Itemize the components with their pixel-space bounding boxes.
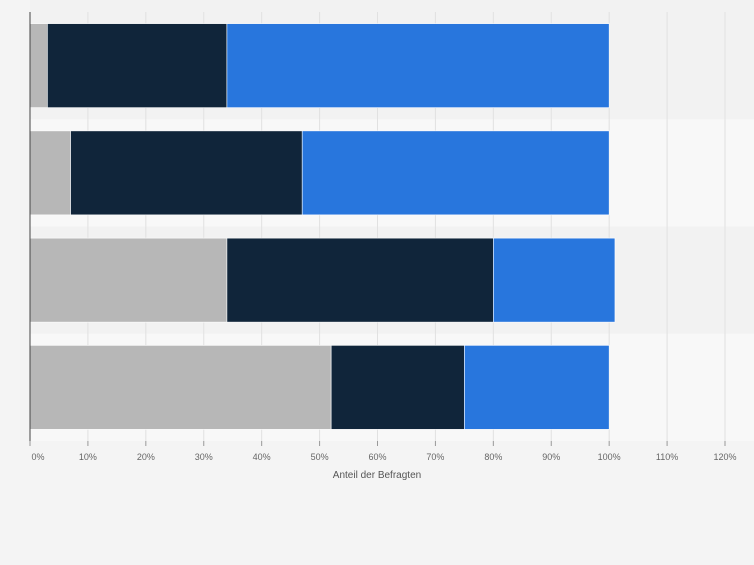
- bar-segment[interactable]: [47, 23, 228, 108]
- x-tick-label: 0%: [31, 452, 44, 462]
- bar-segment[interactable]: [493, 237, 616, 323]
- bar-segment[interactable]: [226, 23, 610, 108]
- x-tick-label: 110%: [656, 452, 678, 462]
- bars: [29, 23, 616, 430]
- bar-segment[interactable]: [29, 345, 332, 430]
- x-tick-label: 40%: [253, 452, 271, 462]
- bar-segment[interactable]: [301, 130, 610, 216]
- x-axis-ticks: 0% 10% 20% 30% 40% 50% 60% 70% 80% 90% 100% 110% 120…: [29, 441, 737, 462]
- x-axis-title: Anteil der Befragten: [333, 470, 421, 481]
- bar-segment[interactable]: [29, 130, 71, 216]
- x-tick-label: 10%: [79, 452, 97, 462]
- bar-segment[interactable]: [29, 23, 48, 108]
- x-tick-label: 60%: [368, 452, 386, 462]
- x-tick-label: 20%: [137, 452, 155, 462]
- x-tick-label: 100%: [598, 452, 621, 462]
- bar-segment[interactable]: [330, 345, 465, 430]
- x-tick-label: 70%: [426, 452, 444, 462]
- x-tick-label: 80%: [484, 452, 502, 462]
- bar-segment[interactable]: [226, 237, 494, 323]
- bar-segment[interactable]: [70, 130, 303, 216]
- x-tick-label: 50%: [311, 452, 329, 462]
- bar-segment[interactable]: [464, 345, 610, 430]
- x-tick-label: 120%: [713, 452, 736, 462]
- bar-segment[interactable]: [29, 237, 228, 323]
- x-tick-label: 90%: [542, 452, 560, 462]
- x-tick-label: 30%: [195, 452, 213, 462]
